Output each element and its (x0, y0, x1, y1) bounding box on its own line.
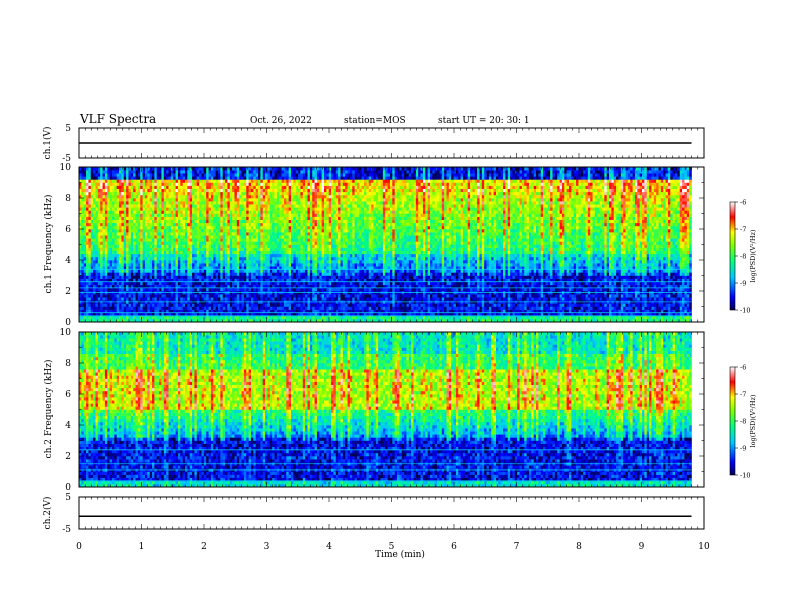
frequency-tick-label: 4 (65, 421, 71, 431)
time-tick-label: 1 (139, 542, 145, 552)
ch2-voltage-axis-label: ch.2(V) (42, 497, 53, 530)
ch1-frequency-axis-label: ch.1 Frequency (kHz) (43, 195, 54, 294)
ch1-colorbar-ramp (729, 201, 736, 311)
ch2-spectrogram-panel: 0 2 4 6 8 10 ch.2 Frequency (kHz) (43, 328, 705, 493)
frequency-tick-label: 2 (65, 287, 71, 297)
frequency-tick-label: 2 (65, 452, 71, 462)
ch2-colorbar-label: log(PSD)(V²/Hz) (749, 394, 757, 447)
frequency-tick-label: 0 (65, 483, 71, 493)
ch1-spectrogram-panel: 0 2 4 6 8 10 ch.1 Frequency (kHz) (43, 163, 705, 328)
ch1-voltage-axis-label: ch.1(V) (42, 127, 53, 160)
frequency-tick-label: 10 (60, 163, 72, 173)
colorbar-tick-label: -7 (740, 226, 746, 234)
frequency-tick-label: 8 (65, 194, 71, 204)
colorbar-tick-label: -8 (740, 253, 746, 261)
frequency-tick-label: 10 (60, 328, 72, 338)
colorbar-tick-label: -10 (740, 307, 750, 315)
colorbar-tick-label: -9 (740, 445, 746, 453)
ch2-voltage-panel: 5 -5 ch.2(V) 0 1 2 3 4 5 6 7 8 9 10 Time (min) (42, 493, 710, 560)
colorbar-tick-label: -6 (740, 364, 746, 372)
ch1-voltage-tick-min: -5 (62, 154, 71, 164)
ch1-colorbar-ticks: -6 -7 -8 -9 -10 (735, 199, 750, 315)
frequency-tick-label: 4 (65, 256, 71, 266)
ch1-frequency-ticks: 0 2 4 6 8 10 (60, 163, 704, 328)
time-axis-label: Time (min) (375, 549, 425, 560)
time-tick-label: 8 (576, 542, 582, 552)
ch2-colorbar: -6 -7 -8 -9 -10 log(PSD)(V²/Hz) (729, 364, 757, 480)
colorbar-tick-label: -6 (740, 199, 746, 207)
ch2-spectrogram-image (79, 332, 692, 488)
frequency-tick-label: 6 (65, 390, 71, 400)
date-label: Oct. 26, 2022 (250, 116, 312, 126)
ch1-voltage-xticks (78, 128, 705, 158)
ch2-frequency-ticks: 0 2 4 6 8 10 (60, 328, 704, 493)
ch2-colorbar-ticks: -6 -7 -8 -9 -10 (735, 364, 750, 480)
time-tick-label: 4 (326, 542, 332, 552)
time-tick-label: 5 (389, 542, 395, 552)
station-label: station=MOS (344, 116, 406, 126)
figure-title: VLF Spectra (79, 112, 156, 126)
time-tick-labels: 0 1 2 3 4 5 6 7 8 9 10 (76, 542, 710, 552)
ch2-voltage-tick-max: 5 (65, 493, 71, 503)
ch1-spectrogram-image (79, 167, 692, 323)
time-tick-label: 10 (698, 542, 710, 552)
ch2-colorbar-ramp (729, 366, 736, 476)
ch1-colorbar: -6 -7 -8 -9 -10 log(PSD)(V²/Hz) (729, 199, 757, 315)
colorbar-tick-label: -9 (740, 280, 746, 288)
ch2-voltage-xticks (78, 497, 705, 529)
ch2-frequency-axis-label: ch.2 Frequency (kHz) (43, 360, 54, 459)
ch2-spectrogram-xticks (78, 332, 705, 487)
start-time-label: start UT = 20: 30: 1 (438, 116, 530, 126)
time-tick-label: 0 (76, 542, 82, 552)
colorbar-tick-label: -7 (740, 391, 746, 399)
frequency-tick-label: 0 (65, 318, 71, 328)
frequency-tick-label: 6 (65, 225, 71, 235)
time-tick-label: 3 (264, 542, 270, 552)
ch2-voltage-tick-min: -5 (62, 525, 71, 535)
colorbar-tick-label: -10 (740, 472, 750, 480)
ch1-voltage-tick-max: 5 (65, 124, 71, 134)
ch2-voltage-frame (78, 496, 705, 530)
colorbar-tick-label: -8 (740, 418, 746, 426)
ch1-colorbar-label: log(PSD)(V²/Hz) (749, 229, 757, 282)
ch1-voltage-panel: 5 -5 ch.1(V) (42, 124, 705, 164)
ch1-spectrogram-xticks (78, 167, 705, 322)
time-tick-label: 7 (514, 542, 520, 552)
time-tick-label: 9 (639, 542, 645, 552)
time-tick-label: 6 (451, 542, 457, 552)
frequency-tick-label: 8 (65, 359, 71, 369)
time-tick-label: 2 (201, 542, 207, 552)
